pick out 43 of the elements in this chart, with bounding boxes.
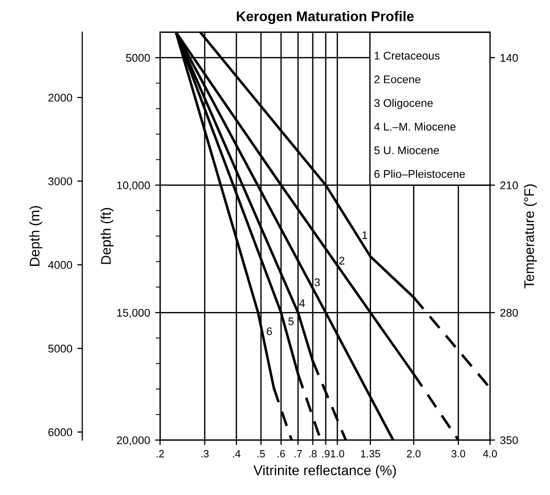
y-tick-label: 5000	[126, 54, 150, 62]
y2-tick-label: 140	[500, 54, 518, 62]
x-tick-label: .6	[278, 450, 285, 458]
y2-axis-title: Temperature (°F)	[524, 184, 537, 288]
annotation: 3	[314, 278, 320, 286]
x-tick-label: .4	[233, 450, 240, 458]
annotation: 1 Cretaceous	[374, 52, 440, 60]
x-tick-label: 1.0	[330, 450, 344, 458]
y-tick-label: 20,000	[116, 436, 150, 446]
annotation: 5 U. Miocene	[374, 146, 439, 154]
x-tick-label: .7	[294, 450, 302, 458]
y3-tick-label: 4000	[48, 261, 72, 269]
x-tick-label: .5	[258, 450, 265, 458]
x-tick-label: .3	[201, 450, 209, 458]
y2-tick-label: 280	[500, 308, 518, 317]
x-tick-label: 3.0	[452, 450, 466, 458]
y2-tick-label: 210	[500, 181, 518, 190]
x-axis-title: Vitrinite reflectance (%)	[253, 465, 396, 478]
annotation: 6	[266, 327, 272, 336]
y3-tick-label: 6000	[48, 428, 72, 436]
annotation: 2	[339, 256, 344, 264]
chart-title: Kerogen Maturation Profile	[236, 11, 414, 24]
y3-tick-label: 5000	[48, 344, 72, 353]
x-tick-label: 1.35	[361, 450, 380, 458]
x-tick-label: .9	[322, 450, 330, 458]
y3-tick-label: 2000	[48, 94, 72, 102]
annotation: 4 L.–M. Miocene	[374, 122, 456, 131]
x-tick-label: 4.0	[483, 450, 497, 458]
x-tick-label: 2.0	[406, 450, 421, 458]
y3-axis-title: Depth (m)	[29, 206, 42, 266]
y-axis-title: Depth (ft)	[100, 208, 114, 264]
x-tick-label: .2	[156, 450, 164, 458]
annotation: 2 Eocene	[374, 75, 420, 84]
y2-tick-label: 350	[500, 436, 518, 444]
y3-tick-label: 3000	[48, 177, 72, 186]
annotation: 6 Plio–Pleistocene	[374, 170, 465, 178]
annotation: 4	[299, 299, 305, 308]
y-tick-label: 15,000	[117, 308, 150, 318]
annotation: 1	[362, 231, 368, 239]
annotation: 3 Oligocene	[374, 98, 433, 110]
y-tick-label: 10,000	[117, 181, 150, 191]
x-tick-label: .8	[309, 450, 317, 458]
annotation: 5	[288, 318, 294, 326]
